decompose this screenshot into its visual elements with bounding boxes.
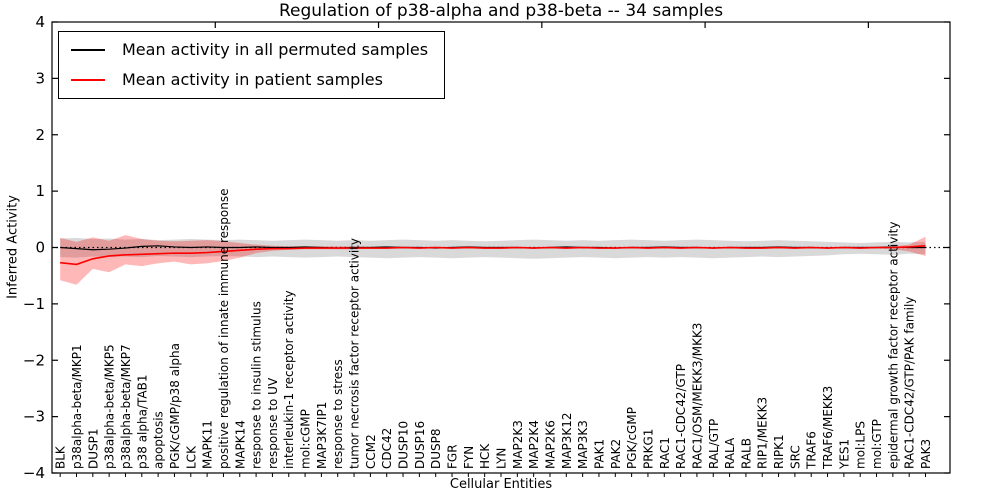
legend-label-permuted: Mean activity in all permuted samples	[122, 40, 429, 59]
x-category-label: MAP3K7IP1	[315, 402, 329, 469]
x-category-label: epidermal growth factor receptor activit…	[886, 222, 900, 469]
x-category-label: DUSP1	[86, 428, 100, 469]
permuted-line-swatch	[71, 48, 105, 51]
x-category-label: CDC42	[380, 428, 394, 469]
x-category-label: p38alpha-beta/MKP5	[103, 344, 117, 469]
x-category-label: MAPK14	[233, 420, 247, 469]
y-tick-label: −1	[23, 295, 45, 313]
legend-item-permuted: Mean activity in all permuted samples	[71, 40, 428, 59]
x-category-label: SRC	[788, 445, 802, 469]
x-category-label: RAC1-CDC42/GTP/PAK family	[903, 297, 917, 469]
x-category-label: RIP1/MEKK3	[756, 397, 770, 469]
x-category-label: MAP3K3	[576, 420, 590, 469]
x-category-label: p38alpha-beta/MKP7	[119, 344, 133, 469]
patient-mean-line	[60, 245, 926, 266]
x-category-label: PGK/cGMP	[625, 407, 639, 469]
x-category-label: PAK1	[592, 439, 606, 469]
y-tick-label: −3	[23, 408, 45, 426]
x-category-label: RALB	[739, 438, 753, 469]
x-category-label: CCM2	[364, 434, 378, 469]
x-category-label: RAC1/OSM/MEKK3/MKK3	[690, 323, 704, 469]
x-category-label: RAL/GTP	[707, 419, 721, 469]
x-category-label: interleukin-1 receptor activity	[282, 290, 296, 469]
x-category-label: PAK2	[609, 439, 623, 469]
x-category-label: MAP2K3	[511, 420, 525, 469]
patient-line-swatch	[71, 78, 105, 81]
y-tick-label: 0	[35, 239, 45, 257]
x-category-label: response to insulin stimulus	[250, 301, 264, 469]
x-category-label: MAP2K4	[527, 420, 541, 469]
x-category-label: MAPK11	[201, 420, 215, 469]
x-category-label: mol:LPS	[854, 421, 868, 469]
x-category-label: mol:cGMP	[299, 409, 313, 469]
x-category-label: DUSP10	[397, 421, 411, 469]
chart-title: Regulation of p38-alpha and p38-beta -- …	[278, 1, 724, 21]
y-tick-label: −2	[23, 351, 45, 369]
x-category-label: DUSP16	[413, 421, 427, 469]
legend: Mean activity in all permuted samples Me…	[58, 31, 446, 99]
x-category-label: PRKG1	[641, 429, 655, 469]
x-category-label: p38alpha-beta/MKP1	[70, 344, 84, 469]
x-category-label: MAP2K6	[543, 420, 557, 469]
x-category-label: RAC1	[658, 437, 672, 469]
x-category-label: DUSP8	[429, 428, 443, 469]
x-category-label: tumor necrosis factor receptor activity	[348, 238, 362, 469]
x-category-label: response to UV	[266, 377, 280, 469]
x-category-label: PAK3	[919, 439, 933, 469]
y-tick-label: −4	[23, 464, 45, 482]
x-category-label: FGR	[446, 444, 460, 469]
y-tick-label: 2	[35, 126, 45, 144]
x-category-label: p38 alpha/TAB1	[135, 375, 149, 469]
y-tick-label: 3	[35, 69, 45, 87]
y-tick-label: 1	[35, 182, 45, 200]
y-axis-label: Inferred Activity	[5, 195, 21, 299]
x-category-label: HCK	[478, 443, 492, 469]
x-category-label: RALA	[723, 437, 737, 469]
x-category-label: RIPK1	[772, 434, 786, 469]
x-category-label: LYN	[495, 448, 509, 469]
x-category-label: FYN	[462, 446, 476, 469]
x-category-label: LCK	[184, 445, 198, 469]
x-category-label: apoptosis	[152, 411, 166, 469]
legend-label-patient: Mean activity in patient samples	[122, 70, 383, 89]
x-category-label: RAC1-CDC42/GTP	[674, 364, 688, 469]
x-category-label: TRAF6/MEKK3	[821, 386, 835, 470]
x-category-label: MAP3K12	[560, 412, 574, 469]
legend-item-patient: Mean activity in patient samples	[71, 70, 428, 89]
x-category-label: mol:GTP	[870, 419, 884, 469]
x-axis-label: Cellular Entities	[449, 477, 553, 492]
x-category-label: BLK	[54, 445, 68, 469]
x-category-label: YES1	[837, 439, 851, 470]
x-category-label: response to stress	[331, 359, 345, 469]
y-tick-label: 4	[35, 13, 45, 31]
x-category-label: TRAF6	[805, 431, 819, 470]
x-category-label: PGK/cGMP/p38 alpha	[168, 343, 182, 469]
x-category-label: positive regulation of innate immune res…	[217, 189, 231, 469]
